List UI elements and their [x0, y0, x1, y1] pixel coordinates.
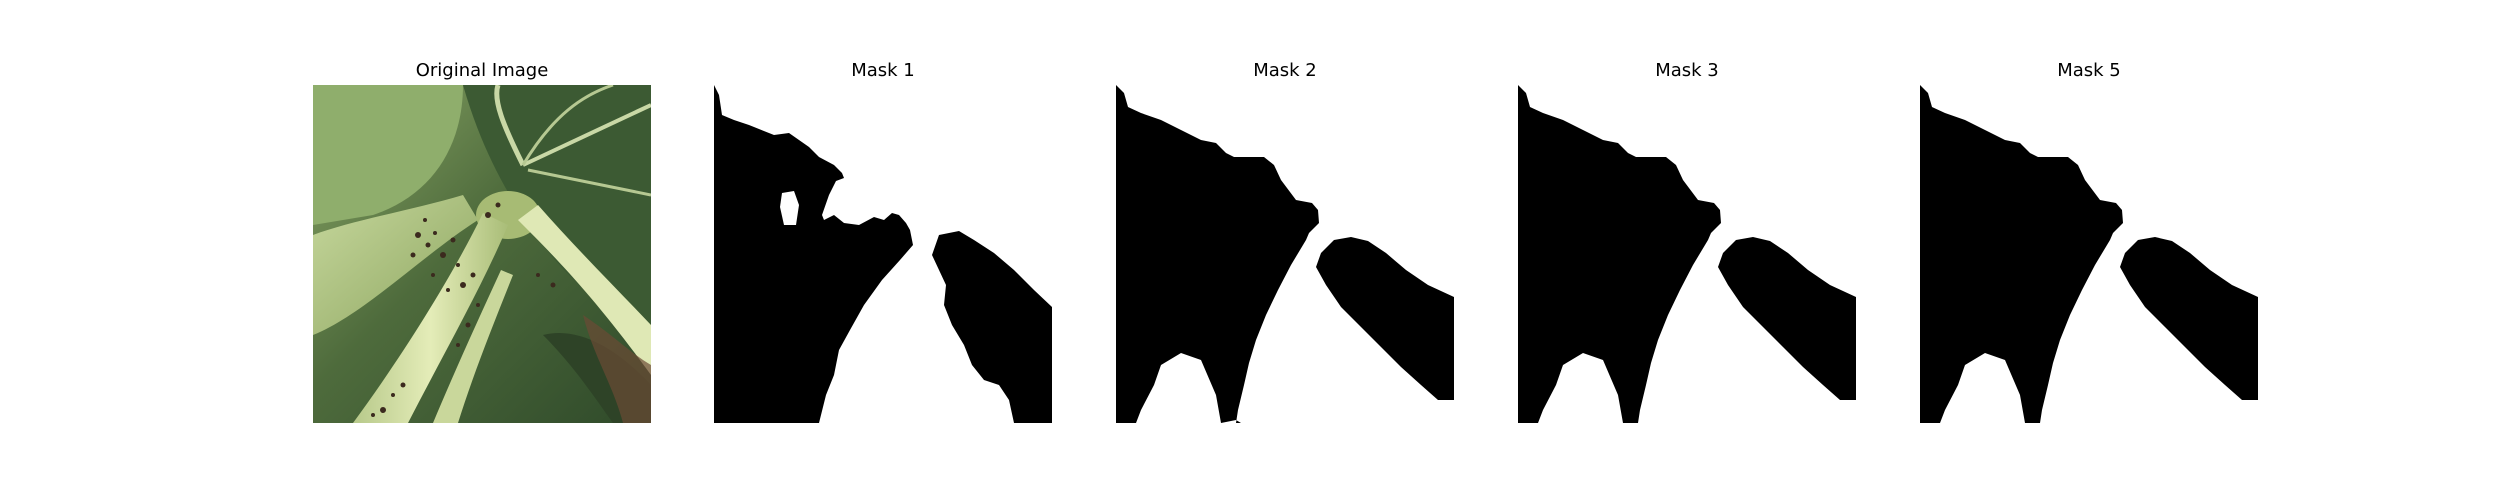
panel-title: Original Image: [415, 60, 549, 81]
mask-3-image: [1518, 85, 1856, 423]
mask-5-image: [1920, 85, 2258, 423]
panel-title: Mask 2: [1253, 60, 1317, 81]
original-plant-photo: [313, 85, 651, 423]
panel-title: Mask 3: [1655, 60, 1719, 81]
mask-1-image: [714, 85, 1052, 423]
mask-2-image: [1116, 85, 1454, 423]
panel-title: Mask 1: [851, 60, 915, 81]
panel-title: Mask 5: [2057, 60, 2121, 81]
